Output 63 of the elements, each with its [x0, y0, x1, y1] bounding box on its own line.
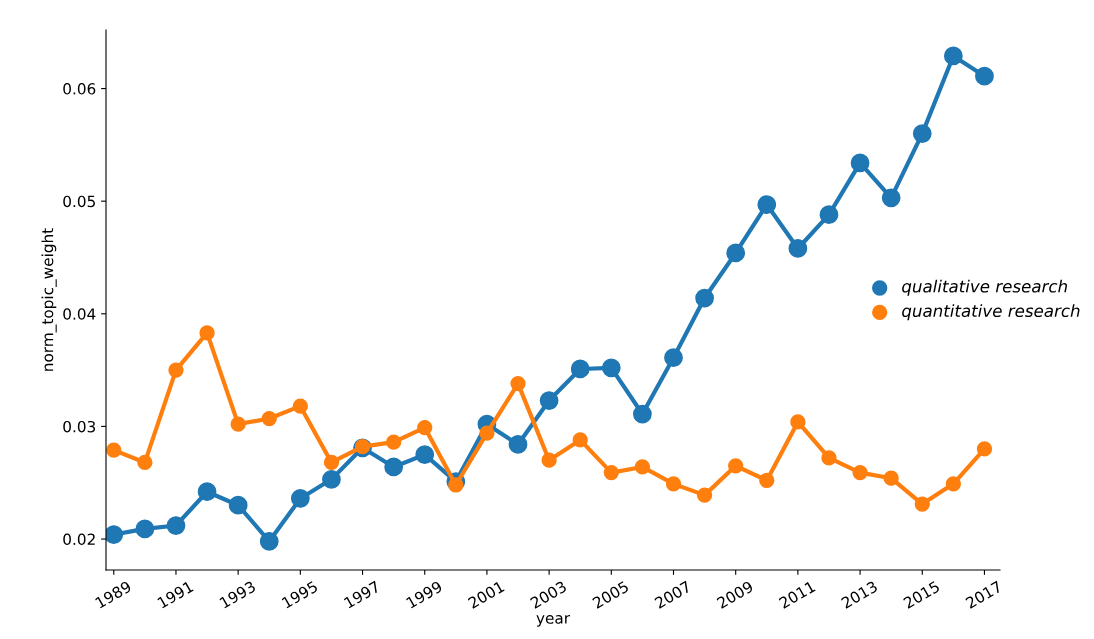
- point: [508, 435, 528, 454]
- point: [228, 495, 248, 515]
- point: [696, 487, 713, 503]
- point: [168, 362, 184, 378]
- point: [135, 519, 155, 539]
- point: [633, 404, 652, 424]
- point: [634, 459, 651, 475]
- point: [323, 454, 340, 471]
- y-tick-label: 0.06: [63, 83, 96, 95]
- legend-label: qualitative research: [902, 279, 1067, 296]
- point: [821, 450, 837, 466]
- point: [166, 516, 186, 535]
- y-tick-label: 0.04: [63, 308, 96, 320]
- point: [726, 243, 746, 263]
- point: [728, 458, 744, 474]
- point: [881, 188, 901, 208]
- point: [883, 470, 899, 486]
- y-tick-label: 0.05: [63, 195, 95, 208]
- point: [788, 239, 808, 258]
- point: [106, 442, 122, 458]
- point: [819, 205, 839, 225]
- y-axis-title: norm_topic_weight: [41, 228, 57, 371]
- point: [850, 153, 870, 173]
- point: [664, 348, 683, 368]
- legend-label: quantitative research: [902, 304, 1080, 321]
- point: [945, 476, 961, 492]
- point: [757, 195, 777, 214]
- point: [261, 410, 277, 427]
- point: [976, 441, 993, 457]
- point: [572, 432, 588, 448]
- point: [322, 469, 341, 489]
- point: [570, 359, 590, 379]
- point: [943, 46, 963, 66]
- x-axis-title: year: [536, 615, 571, 627]
- point: [695, 288, 714, 308]
- point: [852, 464, 868, 481]
- y-tick-label: 0.03: [63, 420, 96, 433]
- point: [759, 472, 775, 489]
- point: [417, 419, 433, 436]
- point: [259, 531, 279, 551]
- point: [912, 124, 932, 143]
- point: [603, 464, 619, 481]
- point: [290, 489, 310, 508]
- point: [197, 482, 217, 502]
- point: [415, 445, 435, 464]
- point: [601, 358, 621, 378]
- point: [665, 476, 682, 492]
- point: [230, 416, 246, 432]
- point: [479, 425, 495, 441]
- point: [975, 66, 994, 86]
- point: [914, 496, 930, 512]
- point: [448, 477, 464, 493]
- point: [384, 457, 404, 477]
- point: [385, 434, 402, 450]
- point: [137, 454, 153, 471]
- point: [539, 391, 559, 410]
- point: [510, 375, 526, 392]
- point: [106, 525, 124, 544]
- point: [790, 414, 806, 430]
- point: [292, 398, 308, 414]
- point: [541, 452, 557, 468]
- y-tick-label: 0.02: [63, 533, 95, 546]
- point: [199, 325, 215, 341]
